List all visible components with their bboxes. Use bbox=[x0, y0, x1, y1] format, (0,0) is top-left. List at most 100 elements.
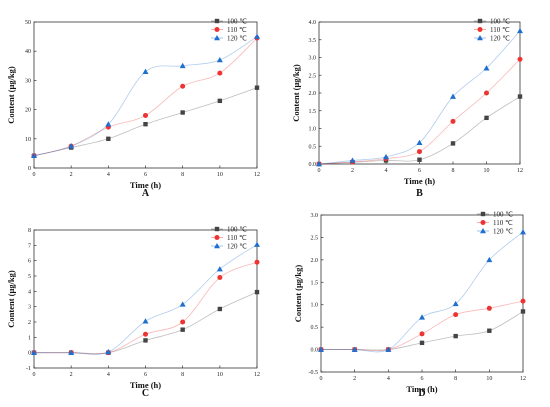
data-point bbox=[487, 328, 492, 333]
x-tick-label: 0 bbox=[318, 168, 321, 174]
data-point bbox=[106, 136, 111, 141]
legend-label: 100 ℃ bbox=[227, 18, 247, 26]
x-tick-label: 12 bbox=[254, 172, 260, 178]
legend-marker bbox=[480, 211, 486, 217]
y-tick-label: 1.5 bbox=[309, 109, 317, 115]
y-tick-label: 1.0 bbox=[309, 127, 317, 133]
data-point bbox=[217, 98, 223, 104]
legend-marker bbox=[214, 243, 220, 249]
y-tick-label: -1 bbox=[26, 366, 31, 372]
y-tick-label: 5 bbox=[28, 274, 31, 280]
chart-panel-a: 0 2 4 6 8 10 12 0 10 20 30 40 50 Time (h) Content (μg/… bbox=[6, 18, 260, 199]
legend-label: 110 ℃ bbox=[490, 26, 510, 34]
data-point bbox=[419, 331, 425, 337]
data-point bbox=[452, 300, 459, 307]
data-point bbox=[143, 112, 148, 118]
data-point bbox=[417, 149, 422, 155]
legend-marker bbox=[214, 35, 220, 41]
data-point bbox=[520, 229, 526, 235]
y-tick-label: 40 bbox=[25, 49, 31, 55]
legend-label: 110 ℃ bbox=[227, 234, 247, 242]
y-tick-label: 0 bbox=[28, 166, 31, 172]
data-point bbox=[180, 327, 185, 332]
series-line bbox=[318, 58, 521, 165]
legend-marker bbox=[477, 18, 483, 24]
x-tick-label: 12 bbox=[517, 168, 523, 174]
x-tick-label: 4 bbox=[387, 376, 390, 382]
x-tick-label: 4 bbox=[107, 172, 110, 178]
x-tick-label: 4 bbox=[107, 372, 110, 378]
data-point bbox=[143, 331, 148, 337]
legend-label: 120 ℃ bbox=[493, 228, 513, 236]
data-point bbox=[316, 161, 322, 167]
data-point bbox=[486, 256, 493, 263]
y-tick-label: 0.0 bbox=[311, 348, 319, 354]
y-axis-title: Content (μg/kg) bbox=[6, 66, 16, 124]
legend-label: 100 ℃ bbox=[227, 226, 247, 234]
data-point bbox=[217, 306, 223, 312]
series-line bbox=[33, 87, 258, 157]
legend-label: 110 ℃ bbox=[493, 219, 513, 227]
legend-label: 120 ℃ bbox=[227, 35, 247, 43]
legend-marker bbox=[214, 18, 220, 24]
data-point bbox=[318, 346, 324, 352]
y-tick-label: 7 bbox=[28, 243, 31, 249]
data-point bbox=[217, 70, 223, 76]
data-point bbox=[254, 289, 260, 295]
data-point bbox=[105, 348, 112, 355]
series-line bbox=[33, 37, 258, 157]
data-point bbox=[383, 153, 389, 160]
data-point bbox=[216, 266, 223, 272]
data-point bbox=[143, 122, 148, 127]
x-tick-label: 6 bbox=[418, 168, 421, 174]
x-tick-label: 10 bbox=[484, 168, 490, 174]
data-point bbox=[417, 157, 422, 162]
y-tick-label: 1.0 bbox=[311, 303, 319, 309]
data-point bbox=[142, 318, 149, 324]
legend-marker bbox=[214, 235, 220, 240]
x-tick-label: 0 bbox=[320, 376, 323, 382]
y-tick-label: 6 bbox=[28, 259, 31, 265]
data-point bbox=[142, 68, 149, 74]
chart-panel-d: 0 2 4 6 8 10 12 -0.5 0.0 0.5 1.0 1.5 2.0 2.5 3.0 Time (… bbox=[293, 211, 526, 399]
x-tick-label: 8 bbox=[452, 168, 455, 174]
x-tick-label: 0 bbox=[33, 172, 36, 178]
data-point bbox=[484, 90, 489, 96]
y-axis-title: Content (μg/kg) bbox=[291, 64, 301, 122]
y-axis-title: Content (μg/kg) bbox=[6, 270, 16, 328]
legend-label: 120 ℃ bbox=[227, 243, 247, 251]
panel-label: B bbox=[416, 188, 423, 199]
y-tick-label: 30 bbox=[25, 78, 31, 84]
panel-label: C bbox=[142, 388, 149, 399]
data-point bbox=[179, 301, 186, 307]
y-axis-title: Content (μg/kg) bbox=[293, 265, 303, 323]
panel-label: D bbox=[418, 388, 425, 399]
legend-label: 120 ℃ bbox=[490, 35, 510, 43]
x-axis-title: Time (h) bbox=[130, 380, 161, 390]
y-tick-label: 3.5 bbox=[309, 38, 317, 44]
y-tick-label: 2.0 bbox=[309, 91, 317, 97]
legend-marker bbox=[477, 27, 483, 32]
x-tick-label: 2 bbox=[353, 376, 356, 382]
x-tick-label: 2 bbox=[70, 172, 73, 178]
y-tick-label: 0.5 bbox=[311, 325, 319, 331]
data-point bbox=[484, 115, 489, 121]
y-tick-label: -0.5 bbox=[309, 370, 319, 376]
legend-label: 110 ℃ bbox=[227, 26, 247, 34]
legend-marker bbox=[214, 27, 220, 32]
x-axis-title: Time (h) bbox=[406, 384, 437, 394]
y-tick-label: 2.5 bbox=[311, 235, 319, 241]
data-point bbox=[517, 56, 523, 62]
y-tick-label: 1.5 bbox=[311, 280, 319, 286]
data-point bbox=[517, 27, 523, 34]
legend-label: 100 ℃ bbox=[493, 211, 513, 219]
y-tick-label: 8 bbox=[28, 228, 31, 234]
data-point bbox=[483, 65, 490, 71]
y-tick-label: 50 bbox=[25, 20, 31, 26]
data-point bbox=[180, 83, 186, 89]
data-point bbox=[217, 275, 223, 281]
data-point bbox=[31, 349, 37, 355]
y-tick-label: 3.0 bbox=[311, 213, 319, 219]
data-point bbox=[349, 157, 356, 163]
